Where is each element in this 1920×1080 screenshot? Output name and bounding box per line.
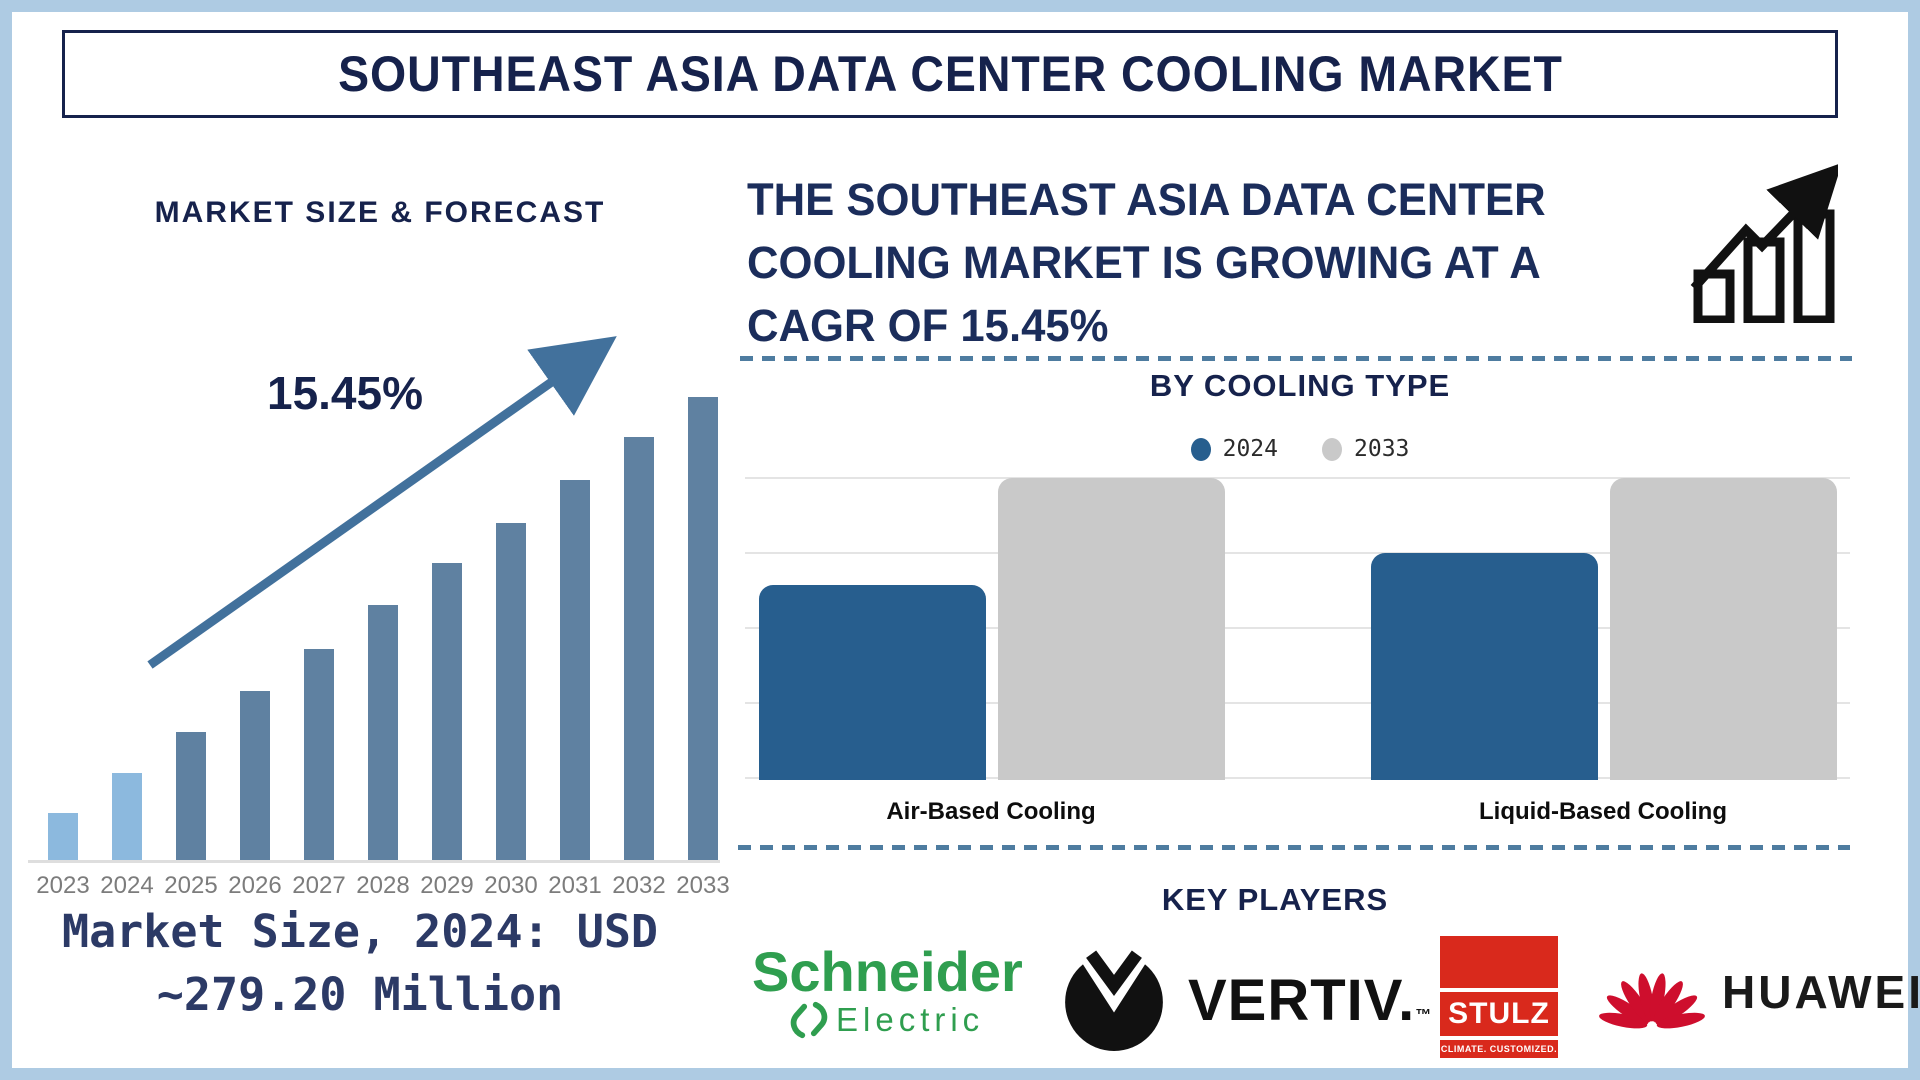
stulz-red-block [1440,936,1558,988]
cooling-plot [745,477,1850,780]
stulz-tagline: CLIMATE. CUSTOMIZED. [1440,1040,1558,1058]
category-label-liquid: Liquid-Based Cooling [1479,798,1727,825]
dashed-divider-top [740,356,1852,361]
x-axis-line [28,860,720,863]
dashed-divider-bottom [738,845,1850,850]
vertiv-trademark: ™ [1415,1006,1433,1024]
legend-label-2024: 2024 [1222,436,1278,462]
schneider-electric-logo: Schneider Electric [752,940,1052,1041]
cagr-statement: THE SOUTHEAST ASIA DATA CENTER COOLING M… [747,168,1698,357]
key-players-heading: KEY PLAYERS [1161,882,1389,917]
gridline [745,477,1850,479]
schneider-wordmark: Schneider [752,940,1023,1003]
market-size-forecast-heading: MARKET SIZE & FORECAST [154,196,606,229]
stulz-logo: STULZ CLIMATE. CUSTOMIZED. [1440,936,1558,1062]
cooling-legend: 2024 2033 [750,436,1850,462]
cooling-bar-2024-Air-Based Cooling [759,585,986,780]
cagr-statement-line1: THE SOUTHEAST ASIA DATA CENTER [747,174,1546,225]
vertiv-logo: VERTIV.™ [1062,948,1432,1052]
page-title: SOUTHEAST ASIA DATA CENTER COOLING MARKE… [337,46,1563,102]
category-label-air: Air-Based Cooling [886,798,1096,825]
cooling-bar-2024-Liquid-Based Cooling [1371,553,1598,780]
huawei-logo: HUAWEI [1596,952,1920,1032]
schneider-loop-icon [790,1001,828,1039]
vertiv-wordmark: VERTIV.™ [1188,967,1433,1033]
gridline [745,552,1850,554]
legend-dot-2033 [1322,437,1342,461]
stulz-wordmark: STULZ [1440,992,1558,1036]
cooling-bar-2033-Liquid-Based Cooling [1610,478,1837,780]
legend-dot-2024 [1190,437,1211,461]
huawei-wordmark: HUAWEI [1722,966,1920,1018]
market-size-note-line2: ~279.20 Million [156,968,564,1021]
gridline [745,627,1850,629]
market-size-note-line1: Market Size, 2024: USD [61,905,659,958]
legend-label-2033: 2033 [1354,436,1410,462]
cooling-bar-2033-Air-Based Cooling [998,478,1225,780]
title-banner: SOUTHEAST ASIA DATA CENTER COOLING MARKE… [62,30,1838,118]
gridline [745,777,1850,779]
by-cooling-type-heading: BY COOLING TYPE [1149,368,1451,403]
huawei-flower-icon [1599,973,1705,1029]
vertiv-icon [1065,948,1163,1051]
market-size-note: Market Size, 2024: USD ~279.20 Million [40,900,680,1026]
cagr-statement-line2: COOLING MARKET IS GROWING AT A [747,237,1541,288]
cagr-annotation: 15.45% [266,367,423,419]
gridline [745,702,1850,704]
legend-item-2024: 2024 [1190,436,1278,462]
bar-growth-icon [1690,162,1838,323]
cagr-statement-line3: CAGR OF 15.45% [747,300,1109,351]
schneider-electric-wordmark: Electric [836,1001,985,1038]
legend-item-2033: 2033 [1322,436,1409,462]
